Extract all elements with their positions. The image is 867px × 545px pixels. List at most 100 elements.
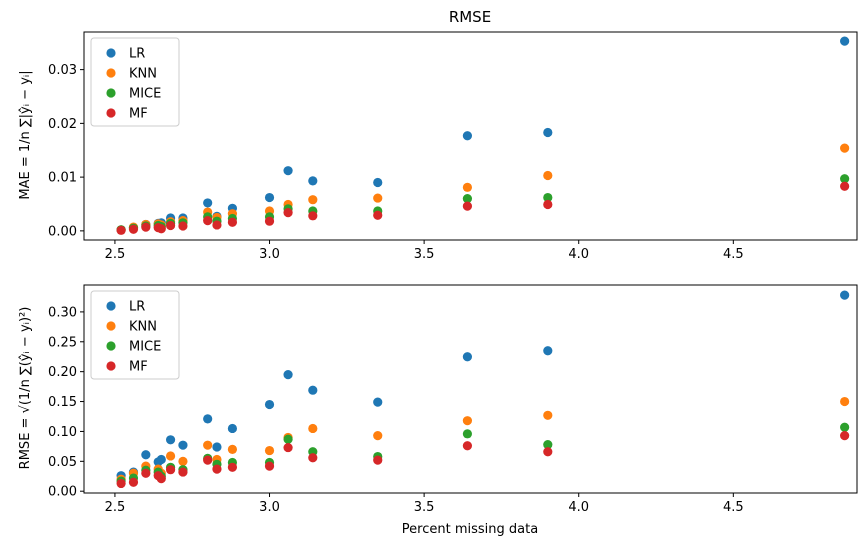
point-lr-13 — [373, 177, 383, 188]
point-knn-6 — [178, 456, 188, 466]
x-tick-label: 4.0 — [568, 500, 589, 515]
point-knn-13 — [373, 193, 383, 203]
point-knn-12 — [308, 195, 318, 205]
legend-marker-mice — [106, 341, 116, 351]
y-tick-label: 0.00 — [48, 224, 77, 239]
rmse-panel: 2.5 3.0 3.5 4.0 4.5 0.00 0.05 0.10 0.15 0.20 0.25… — [18, 284, 858, 537]
legend-label-mf: MF — [129, 107, 148, 122]
point-lr-12 — [308, 385, 318, 395]
point-mf-5 — [165, 220, 176, 231]
x-tick-label: 3.5 — [414, 500, 435, 515]
point-mice-16 — [840, 174, 850, 184]
point-mf-0 — [116, 225, 126, 235]
mae-legend: LR KNN MICE MF — [90, 37, 180, 127]
x-tick-label: 3.5 — [414, 247, 435, 262]
point-lr-6 — [178, 440, 188, 450]
point-mf-0 — [116, 478, 126, 489]
point-mf-13 — [373, 455, 383, 465]
point-lr-14 — [462, 352, 473, 362]
chart-title: RMSE — [449, 8, 491, 26]
point-mf-6 — [178, 221, 188, 231]
point-mf-6 — [178, 467, 188, 477]
legend-label-lr: LR — [129, 47, 145, 62]
point-knn-13 — [373, 431, 383, 441]
x-tick-label: 3.0 — [259, 247, 280, 262]
point-lr-15 — [543, 346, 553, 356]
point-knn-15 — [543, 410, 553, 420]
point-mf-12 — [308, 211, 318, 221]
legend-label-knn: KNN — [129, 320, 157, 335]
x-tick-label: 3.0 — [259, 500, 280, 515]
point-mf-7 — [203, 216, 213, 226]
point-lr-16 — [840, 36, 850, 46]
point-mf-11 — [283, 442, 293, 453]
mae-x-ticks: 2.5 3.0 3.5 4.0 4.5 — [105, 240, 744, 262]
rmse-axes-frame — [83, 284, 858, 494]
point-lr-4 — [156, 454, 166, 465]
point-knn-12 — [308, 423, 318, 434]
x-tick-label: 4.0 — [568, 247, 589, 262]
legend-marker-knn — [106, 68, 116, 78]
point-lr-15 — [543, 127, 553, 138]
point-mf-12 — [308, 453, 318, 463]
point-lr-10 — [264, 399, 275, 410]
y-tick-label: 0.25 — [48, 335, 77, 350]
x-tick-label: 4.5 — [723, 500, 744, 515]
point-lr-13 — [373, 397, 383, 407]
point-knn-14 — [462, 182, 473, 192]
y-tick-label: 0.30 — [48, 305, 77, 320]
legend-marker-lr — [106, 301, 116, 311]
point-knn-16 — [840, 143, 850, 153]
point-lr-8 — [212, 442, 222, 452]
point-knn-15 — [543, 170, 553, 181]
legend-box — [90, 290, 180, 380]
legend-marker-lr — [106, 48, 116, 58]
point-knn-7 — [203, 440, 213, 450]
point-knn-10 — [264, 445, 275, 456]
x-axis-label: Percent missing data — [402, 522, 538, 537]
mae-y-axis-label: MAE = 1/n ∑|ŷᵢ − yᵢ| — [18, 70, 33, 199]
rmse-x-ticks: 2.5 3.0 3.5 4.0 4.5 — [105, 493, 744, 515]
y-tick-label: 0.02 — [48, 117, 77, 132]
point-mf-14 — [462, 201, 473, 211]
rmse-points — [116, 290, 850, 489]
point-mice-15 — [543, 192, 553, 203]
point-knn-5 — [165, 451, 176, 461]
rmse-y-axis-label: RMSE = √(1/n ∑(ŷᵢ − yᵢ)²) — [18, 307, 33, 470]
point-mice-14 — [462, 429, 473, 439]
y-tick-label: 0.10 — [48, 425, 77, 440]
point-lr-14 — [462, 131, 473, 141]
x-tick-label: 2.5 — [105, 247, 126, 262]
legend-marker-knn — [106, 321, 116, 331]
rmse-y-ticks: 0.00 0.05 0.10 0.15 0.20 0.25 0.30 — [48, 305, 84, 500]
point-mf-15 — [543, 199, 553, 210]
legend-box — [90, 37, 180, 127]
point-mf-1 — [128, 477, 139, 487]
y-tick-label: 0.03 — [48, 63, 77, 78]
point-mice-14 — [462, 194, 473, 204]
legend-label-mice: MICE — [129, 87, 161, 102]
y-tick-label: 0.15 — [48, 395, 77, 410]
point-lr-5 — [165, 435, 176, 445]
legend-label-mf: MF — [129, 360, 148, 375]
point-knn-14 — [462, 416, 473, 426]
point-mice-16 — [840, 422, 850, 432]
point-lr-16 — [840, 290, 850, 300]
point-mf-2 — [141, 222, 151, 232]
legend-marker-mice — [106, 88, 116, 98]
point-mf-10 — [264, 216, 275, 226]
mae-points — [116, 36, 850, 235]
point-lr-2 — [141, 450, 151, 460]
point-mf-4 — [156, 474, 166, 484]
y-tick-label: 0.00 — [48, 485, 77, 500]
point-mf-10 — [264, 461, 275, 471]
mae-y-ticks: 0.00 0.01 0.02 0.03 — [48, 63, 84, 239]
point-mf-7 — [203, 455, 213, 465]
mae-axes-frame — [83, 31, 858, 241]
point-mf-1 — [128, 224, 139, 234]
point-mf-5 — [165, 465, 176, 475]
legend-label-mice: MICE — [129, 340, 161, 355]
point-mf-15 — [543, 447, 553, 457]
x-tick-label: 4.5 — [723, 247, 744, 262]
